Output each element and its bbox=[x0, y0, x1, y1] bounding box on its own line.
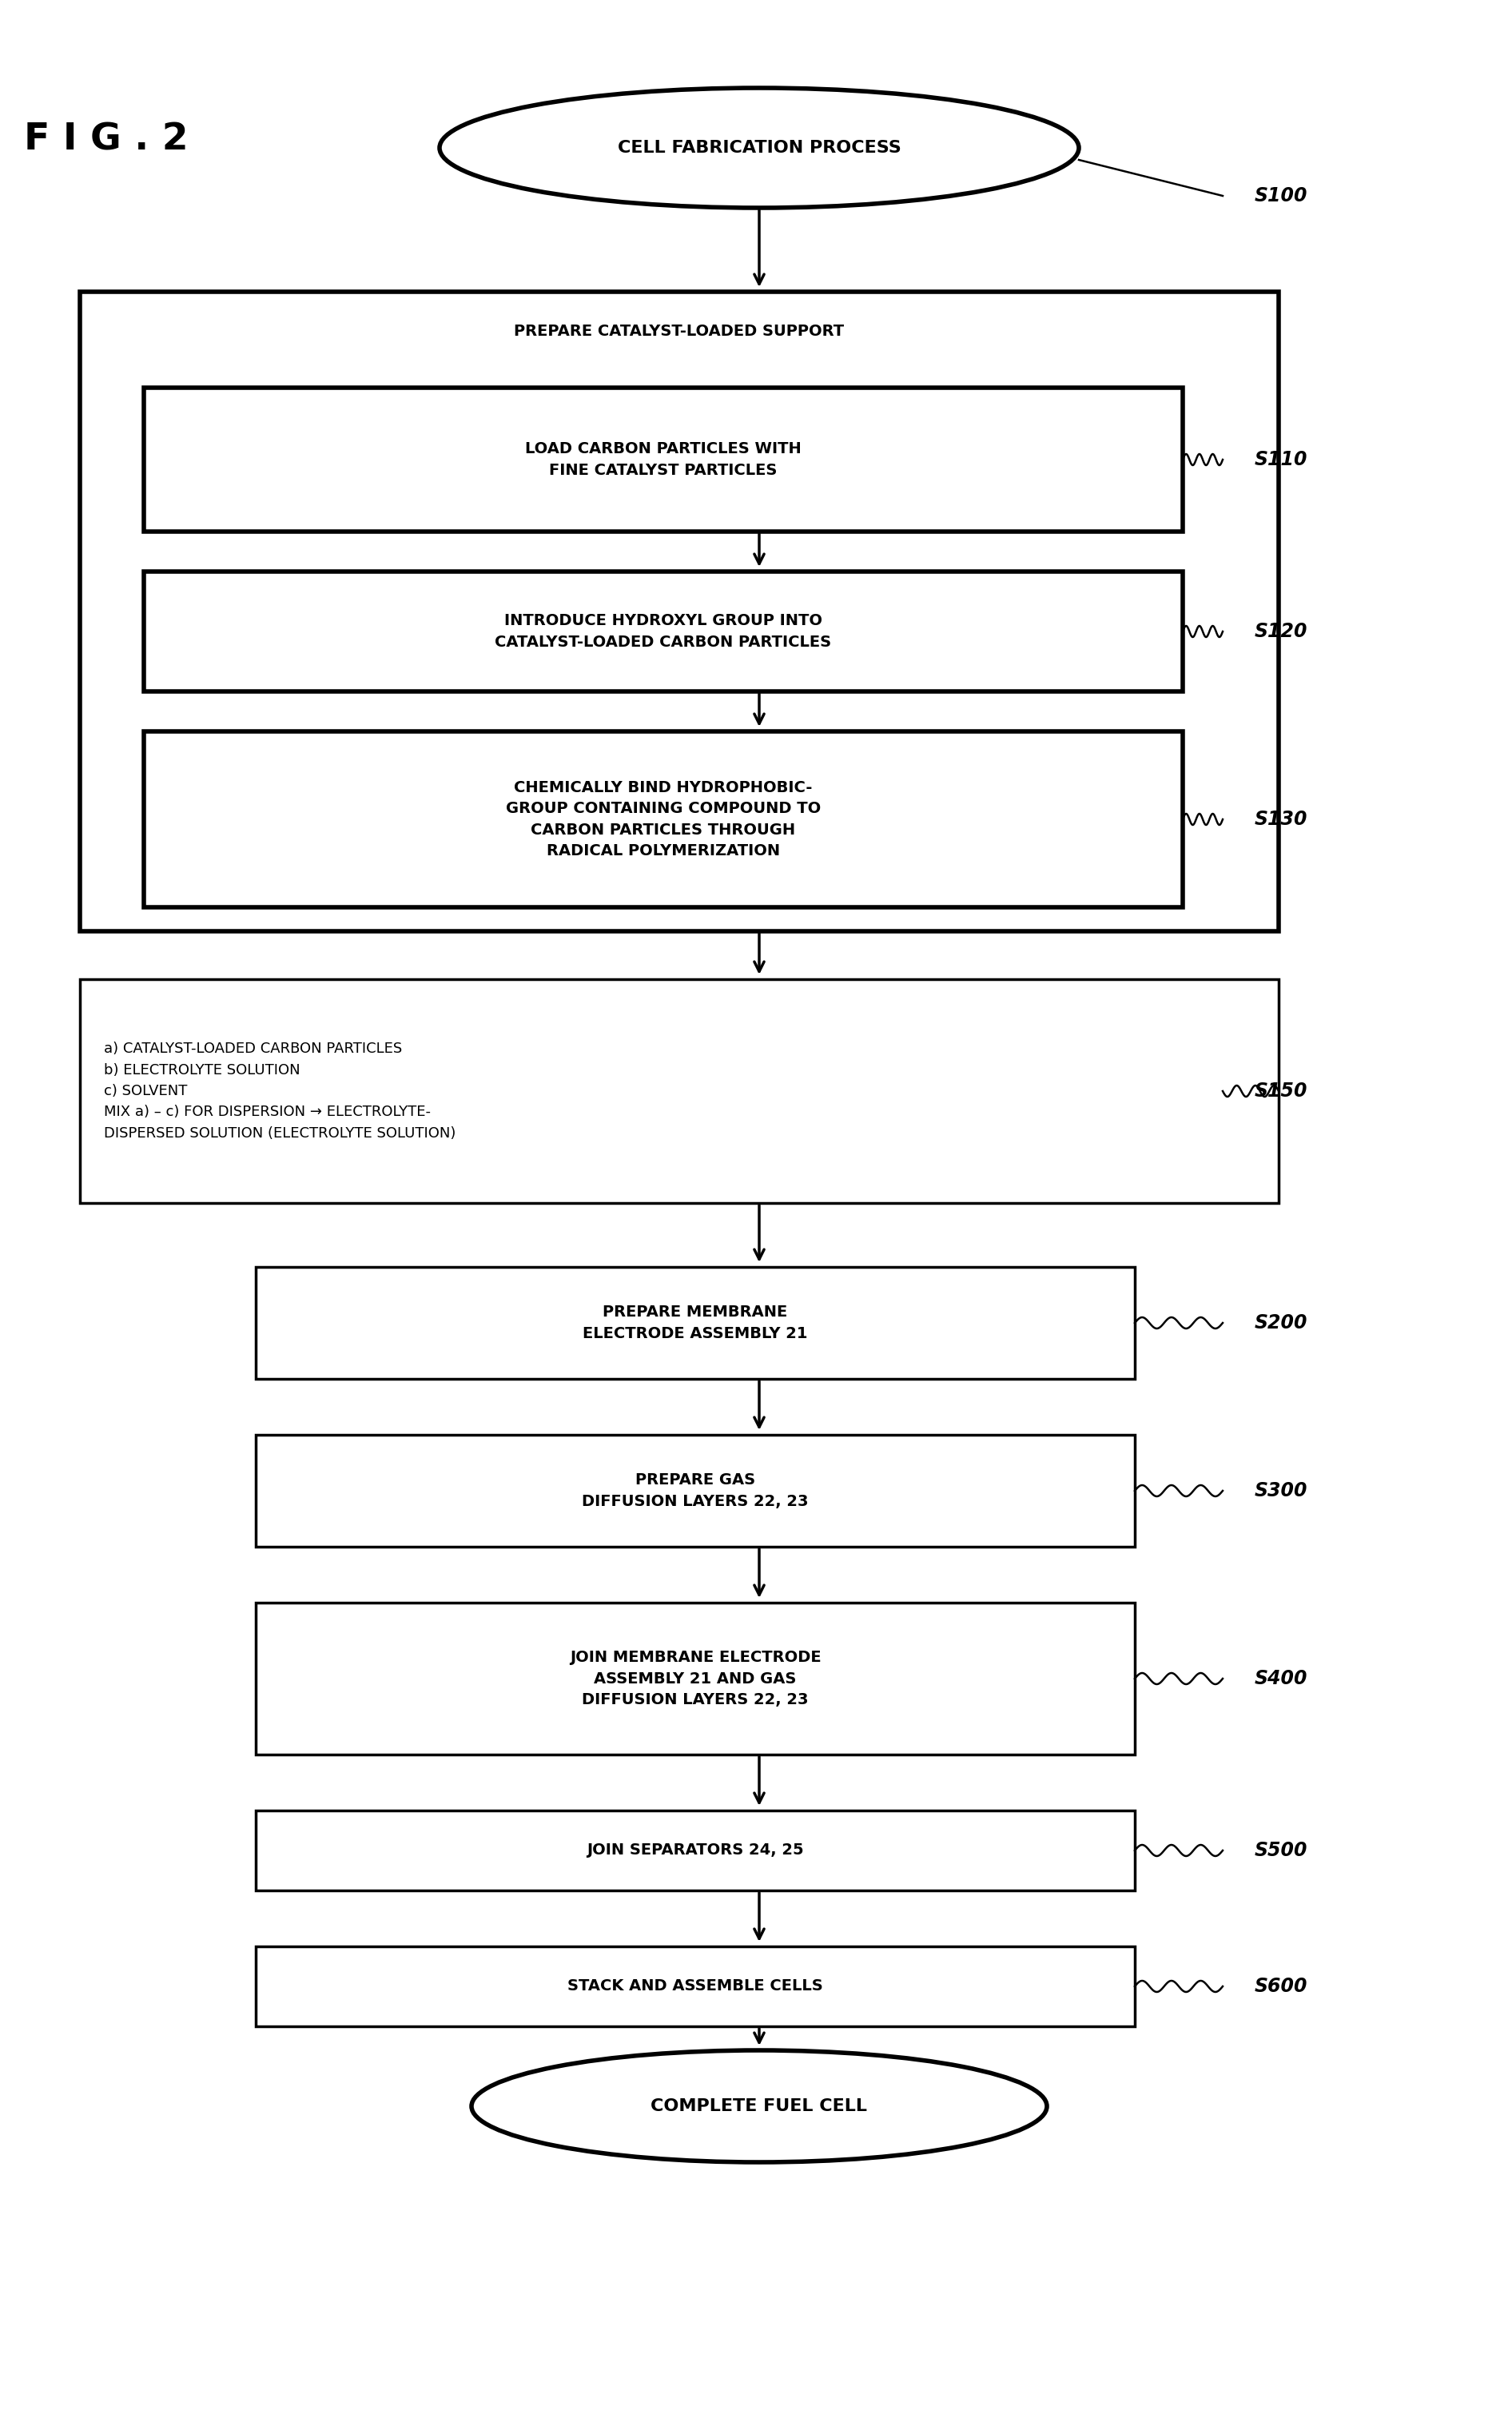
FancyBboxPatch shape bbox=[256, 1603, 1136, 1755]
FancyBboxPatch shape bbox=[80, 293, 1279, 931]
Ellipse shape bbox=[440, 87, 1080, 208]
Text: S400: S400 bbox=[1255, 1668, 1308, 1688]
Text: PREPARE MEMBRANE
ELECTRODE ASSEMBLY 21: PREPARE MEMBRANE ELECTRODE ASSEMBLY 21 bbox=[582, 1306, 807, 1342]
FancyBboxPatch shape bbox=[144, 571, 1182, 692]
Text: S150: S150 bbox=[1255, 1081, 1308, 1100]
Ellipse shape bbox=[472, 2050, 1046, 2162]
Text: S130: S130 bbox=[1255, 810, 1308, 829]
Text: F I G . 2: F I G . 2 bbox=[24, 121, 189, 157]
Text: STACK AND ASSEMBLE CELLS: STACK AND ASSEMBLE CELLS bbox=[567, 1978, 823, 1995]
FancyBboxPatch shape bbox=[144, 387, 1182, 532]
Text: CELL FABRICATION PROCESS: CELL FABRICATION PROCESS bbox=[617, 140, 901, 155]
Text: JOIN MEMBRANE ELECTRODE
ASSEMBLY 21 AND GAS
DIFFUSION LAYERS 22, 23: JOIN MEMBRANE ELECTRODE ASSEMBLY 21 AND … bbox=[570, 1649, 821, 1707]
Text: S300: S300 bbox=[1255, 1482, 1308, 1499]
Text: JOIN SEPARATORS 24, 25: JOIN SEPARATORS 24, 25 bbox=[587, 1843, 804, 1857]
Text: S120: S120 bbox=[1255, 621, 1308, 641]
Text: S200: S200 bbox=[1255, 1313, 1308, 1332]
Text: S500: S500 bbox=[1255, 1840, 1308, 1859]
FancyBboxPatch shape bbox=[256, 1946, 1136, 2026]
Text: S110: S110 bbox=[1255, 450, 1308, 469]
Text: PREPARE GAS
DIFFUSION LAYERS 22, 23: PREPARE GAS DIFFUSION LAYERS 22, 23 bbox=[582, 1473, 809, 1509]
FancyBboxPatch shape bbox=[144, 730, 1182, 907]
FancyBboxPatch shape bbox=[256, 1811, 1136, 1891]
Text: COMPLETE FUEL CELL: COMPLETE FUEL CELL bbox=[650, 2099, 868, 2113]
Text: PREPARE CATALYST-LOADED SUPPORT: PREPARE CATALYST-LOADED SUPPORT bbox=[514, 324, 844, 339]
FancyBboxPatch shape bbox=[256, 1267, 1136, 1378]
Text: CHEMICALLY BIND HYDROPHOBIC-
GROUP CONTAINING COMPOUND TO
CARBON PARTICLES THROU: CHEMICALLY BIND HYDROPHOBIC- GROUP CONTA… bbox=[507, 781, 821, 858]
FancyBboxPatch shape bbox=[256, 1434, 1136, 1548]
Text: S100: S100 bbox=[1255, 186, 1308, 206]
Text: S600: S600 bbox=[1255, 1978, 1308, 1995]
FancyBboxPatch shape bbox=[80, 979, 1279, 1204]
Text: a) CATALYST-LOADED CARBON PARTICLES
b) ELECTROLYTE SOLUTION
c) SOLVENT
MIX a) – : a) CATALYST-LOADED CARBON PARTICLES b) E… bbox=[104, 1042, 455, 1141]
Text: LOAD CARBON PARTICLES WITH
FINE CATALYST PARTICLES: LOAD CARBON PARTICLES WITH FINE CATALYST… bbox=[525, 442, 801, 479]
Text: INTRODUCE HYDROXYL GROUP INTO
CATALYST-LOADED CARBON PARTICLES: INTRODUCE HYDROXYL GROUP INTO CATALYST-L… bbox=[494, 614, 832, 650]
